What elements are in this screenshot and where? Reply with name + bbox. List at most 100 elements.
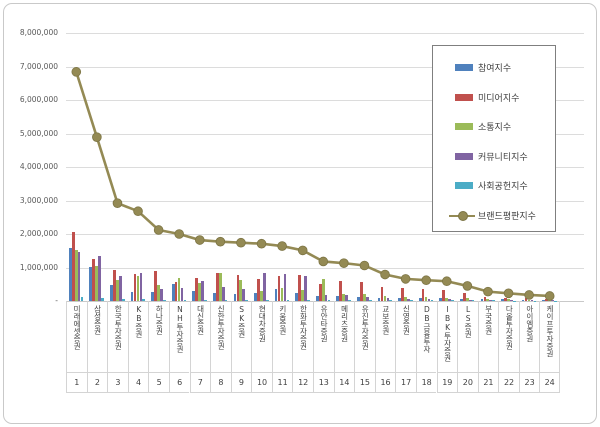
- bar-group: [395, 33, 416, 301]
- bar: [136, 275, 140, 301]
- bar: [327, 300, 331, 301]
- gridline: [66, 234, 584, 235]
- category-label-text: DB금융투자: [422, 305, 432, 353]
- y-axis-tick-label: 5,000,000: [19, 128, 58, 138]
- bar: [501, 299, 504, 301]
- bar: [113, 270, 116, 301]
- bar: [318, 284, 322, 301]
- legend-bar-swatch-icon: [455, 93, 473, 101]
- category-label: 유진투자증권: [354, 301, 375, 372]
- y-axis-tick-label: 3,000,000: [19, 195, 58, 205]
- bar: [386, 297, 390, 301]
- legend-bar-swatch-icon: [455, 123, 473, 130]
- line-marker: [256, 238, 267, 249]
- bar: [92, 259, 96, 301]
- line-marker: [194, 235, 205, 245]
- bar: [418, 298, 422, 301]
- category-rank: 5: [148, 372, 169, 393]
- bar: [130, 291, 134, 301]
- bar: [527, 299, 531, 301]
- bar: [510, 300, 513, 301]
- category-rank: 21: [477, 372, 499, 393]
- bar: [283, 273, 287, 301]
- category-label: 교보증권: [374, 301, 396, 372]
- gridline: [66, 66, 584, 68]
- bar-group: [251, 33, 272, 301]
- bar: [236, 274, 240, 301]
- bar-group: [375, 33, 396, 301]
- bar: [377, 297, 381, 301]
- bar: [315, 295, 319, 301]
- bar-group: [87, 33, 108, 301]
- bar: [362, 293, 366, 301]
- bar: [507, 299, 510, 301]
- bar-group: [272, 33, 293, 301]
- bar-group: [107, 33, 128, 301]
- line-marker: [174, 229, 185, 239]
- y-axis-tick-label: 6,000,000: [19, 95, 58, 104]
- category-label: NH투자증권: [168, 301, 190, 372]
- bar: [404, 296, 407, 301]
- line-marker: [133, 206, 143, 217]
- category-label: 케이프투자증권: [539, 301, 560, 372]
- category-label-text: 미래에셋증권: [72, 305, 82, 350]
- category-label: LS증권: [457, 301, 478, 372]
- legend: 참여지수 미디어지수 소통지수 커뮤니티지수 사회공헌지수 브랜드평판지수: [432, 45, 556, 232]
- bar-group: [457, 33, 478, 301]
- bar: [212, 292, 216, 301]
- bar: [462, 292, 466, 301]
- category-label-text: 현대차증권: [257, 305, 267, 343]
- category-label: 키움증권: [271, 301, 293, 372]
- bar: [542, 299, 545, 301]
- bar-group: [498, 33, 519, 301]
- line-marker: [318, 256, 329, 267]
- category-rank: 4: [127, 372, 149, 393]
- bar: [483, 296, 487, 301]
- bar: [348, 300, 351, 301]
- category-label-text: 메리츠증권: [340, 305, 350, 343]
- bar: [342, 294, 346, 301]
- category-label: KB증권: [127, 301, 149, 372]
- bar: [407, 299, 410, 301]
- bar: [157, 284, 160, 301]
- bar: [160, 289, 163, 301]
- legend-label: 참여지수: [478, 64, 512, 74]
- legend-bar-swatch-icon: [455, 64, 473, 71]
- bar: [257, 279, 260, 301]
- category-rank: 14: [333, 372, 355, 393]
- category-label: DB금융투자: [415, 301, 437, 372]
- legend-item: 참여지수: [433, 52, 555, 83]
- category-rank: 3: [107, 372, 128, 393]
- bar: [286, 300, 290, 301]
- bar-group: [354, 33, 375, 301]
- bar: [324, 294, 328, 301]
- bar: [265, 300, 269, 301]
- bar: [204, 300, 207, 301]
- bar-group: [519, 33, 540, 301]
- category-rank: 20: [457, 372, 478, 393]
- legend-label: 사회공헌지수: [478, 182, 528, 192]
- bar: [80, 296, 84, 301]
- bar: [74, 250, 78, 301]
- bar: [304, 275, 307, 301]
- category-rank: 2: [86, 372, 108, 393]
- bar-group: [292, 33, 313, 301]
- legend-label: 커뮤니티지수: [478, 152, 528, 163]
- bar: [151, 291, 154, 301]
- gridline: [66, 133, 584, 135]
- line-marker: [421, 275, 432, 286]
- category-rank: 22: [498, 372, 519, 393]
- category-label-text: 다올투자증권: [504, 305, 514, 350]
- legend-bar-swatch-icon: [455, 182, 473, 189]
- bar: [345, 295, 349, 301]
- category-label-text: 하나증권: [154, 305, 164, 335]
- bar: [427, 299, 431, 301]
- category-rank-row: 1 2 3 4 5 6 7 8 9 10 11 12 13 14 15 16 17 18 19 20 21 22 23 24: [66, 372, 560, 393]
- category-label: 다올투자증권: [498, 301, 519, 372]
- bar: [142, 299, 146, 301]
- bar: [360, 281, 363, 301]
- legend-bar-swatch-icon: [455, 152, 473, 160]
- bar: [451, 300, 454, 301]
- bar: [154, 270, 157, 301]
